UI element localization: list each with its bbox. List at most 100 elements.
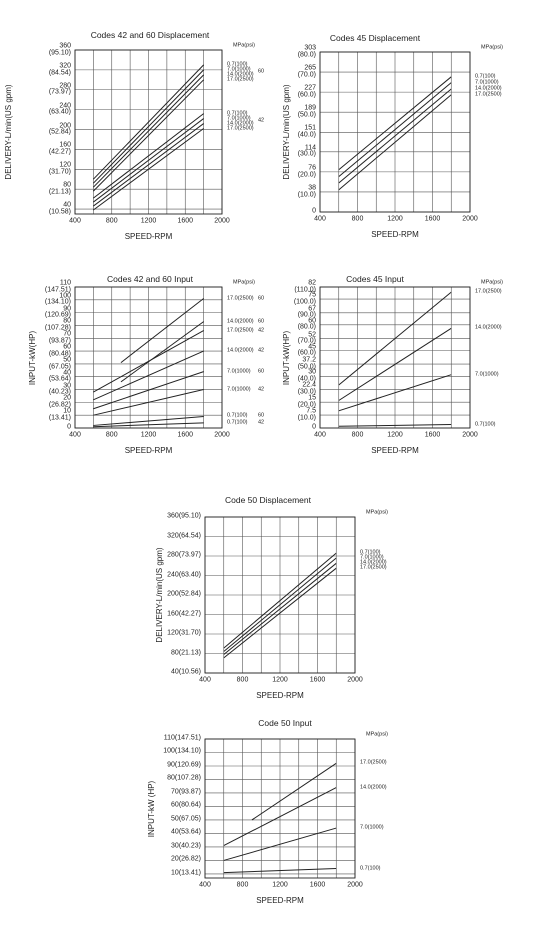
y-axis-label: DELIVERY-L/min(US gpm): [155, 547, 164, 643]
x-axis-label: SPEED-RPM: [124, 446, 173, 455]
y-tick-label: 160 (42.27): [48, 141, 71, 156]
y-tick-label: 360 (95.10): [48, 42, 71, 56]
series-label: 14.0(2000): [475, 324, 502, 331]
y-axis-label: INPUT-kW (HP): [147, 780, 156, 837]
y-tick-label: 67 (90.0): [297, 305, 316, 319]
y-tick-label: 30(40.23): [171, 842, 201, 850]
series-label: 14.0(2000): [360, 559, 387, 566]
y-tick-label: 70 (93.87): [48, 330, 71, 345]
series-line: [223, 562, 337, 655]
series-label: 14.0(2000): [360, 783, 387, 790]
unit-label: MPa(psi): [232, 279, 256, 286]
series-label: 0.7(100): [475, 73, 496, 80]
y-tick-label: 100(134.10): [163, 748, 201, 756]
series-label: 7.0(1000): [360, 824, 384, 831]
y-tick-label: 37.2 (50.0): [297, 356, 316, 371]
x-tick-label: 400: [69, 431, 81, 439]
y-axis-label: DELIVERY-L/min(US gpm): [282, 84, 291, 180]
x-tick-label: 2000: [214, 431, 230, 439]
chart-title: Codes 45 Input: [346, 273, 404, 284]
series-line: [93, 123, 204, 207]
series-label: 0.7(100): [227, 109, 248, 116]
y-tick-label: 0: [312, 423, 316, 431]
y-tick-label: 240 (63.40): [48, 101, 71, 116]
series-line: [93, 422, 204, 428]
series-label: 14.0(2000): [227, 119, 254, 126]
x-tick-label: 2000: [347, 881, 363, 889]
x-tick-label: 800: [236, 881, 249, 889]
chart-title: Code 50 Displacement: [225, 494, 311, 505]
x-axis-label: SPEED-RPM: [256, 691, 304, 700]
y-tick-label: 40 (53.64): [48, 369, 71, 383]
y-tick-label: 227 (60.0): [297, 84, 316, 99]
y-tick-label: 200 (52.84): [48, 121, 71, 136]
series-label: 14.0(2000): [227, 317, 254, 324]
series-line: [338, 88, 452, 184]
chart-title: Codes 45 Displacement: [329, 32, 421, 43]
x-tick-label: 800: [236, 676, 249, 684]
x-tick-label: 800: [105, 217, 118, 225]
x-tick-label: 1200: [387, 431, 403, 439]
x-axis-label: SPEED-RPM: [256, 896, 304, 905]
y-tick-label: 0: [312, 207, 316, 215]
series-line: [93, 113, 204, 199]
group-label: 42: [258, 385, 265, 392]
x-tick-label: 2000: [214, 217, 230, 225]
series-label: 7.0(1000): [227, 114, 251, 121]
y-tick-label: 20(26.82): [171, 856, 201, 864]
x-axis-label: SPEED-RPM: [371, 446, 419, 455]
y-tick-label: 189 (50.0): [297, 104, 316, 119]
series-label: 14.0(2000): [227, 347, 254, 354]
y-tick-label: 45 (60.0): [297, 342, 316, 357]
y-tick-label: 100 (134.10): [44, 292, 71, 306]
y-tick-label: 90(120.69): [167, 761, 201, 769]
plot-frame: [74, 49, 223, 215]
x-tick-label: 1200: [140, 431, 157, 439]
series-label: 17.0(2500): [227, 294, 254, 301]
x-tick-label: 1200: [387, 215, 403, 223]
chart-title: Codes 42 and 60 Input: [106, 273, 194, 284]
y-tick-label: 7.5 (10.0): [297, 407, 316, 422]
y-tick-label: 265 (70.0): [297, 64, 316, 79]
series-label: 0.7(100): [227, 61, 248, 68]
series-line: [93, 330, 204, 393]
series-label: 7.0(1000): [227, 66, 251, 73]
x-tick-label: 1200: [272, 676, 288, 684]
series-line: [223, 567, 337, 659]
plot-frame: [204, 738, 356, 879]
group-label: 60: [258, 367, 265, 374]
unit-label: MPa(psi): [480, 44, 504, 51]
chart-title: Codes 42 and 60 Displacement: [90, 29, 210, 40]
x-axis-label: SPEED-RPM: [124, 232, 173, 241]
unit-label: MPa(psi): [365, 509, 389, 516]
plot-frame: [74, 286, 223, 429]
series-label: 17.0(2500): [360, 564, 387, 571]
x-tick-label: 400: [314, 431, 326, 439]
chart-title: Code 50 Input: [258, 717, 312, 728]
y-tick-label: 151 (40.0): [297, 124, 316, 139]
y-tick-label: 76 (20.0): [297, 164, 316, 178]
series-label: 17.0(2500): [475, 91, 502, 98]
series-line: [120, 298, 204, 364]
series-label: 0.7(100): [360, 864, 381, 871]
y-axis-label: DELIVERY-L/min(US gpm): [4, 84, 13, 180]
unit-label: MPa(psi): [365, 731, 389, 738]
y-tick-label: 60(80.64): [171, 802, 201, 810]
series-line: [251, 762, 337, 821]
group-label: 42: [258, 326, 265, 333]
y-tick-label: 120 (31.70): [48, 161, 71, 176]
series-line: [338, 76, 452, 171]
y-tick-label: 120(31.70): [167, 629, 201, 637]
y-tick-label: 30 (40.0): [297, 368, 316, 383]
x-tick-label: 800: [105, 431, 118, 439]
group-label: 42: [258, 419, 265, 426]
y-axis-label: INPUT-kW(HP): [28, 330, 37, 385]
y-tick-label: 200(52.84): [167, 590, 201, 598]
group-label: 60: [258, 68, 265, 75]
x-tick-label: 800: [351, 215, 364, 223]
y-tick-label: 50 (67.05): [48, 356, 71, 370]
series-label: 7.0(1000): [227, 385, 251, 392]
y-tick-label: 110 (147.51): [44, 279, 71, 293]
x-tick-label: 400: [199, 881, 211, 889]
y-tick-label: 280(73.97): [167, 551, 201, 559]
